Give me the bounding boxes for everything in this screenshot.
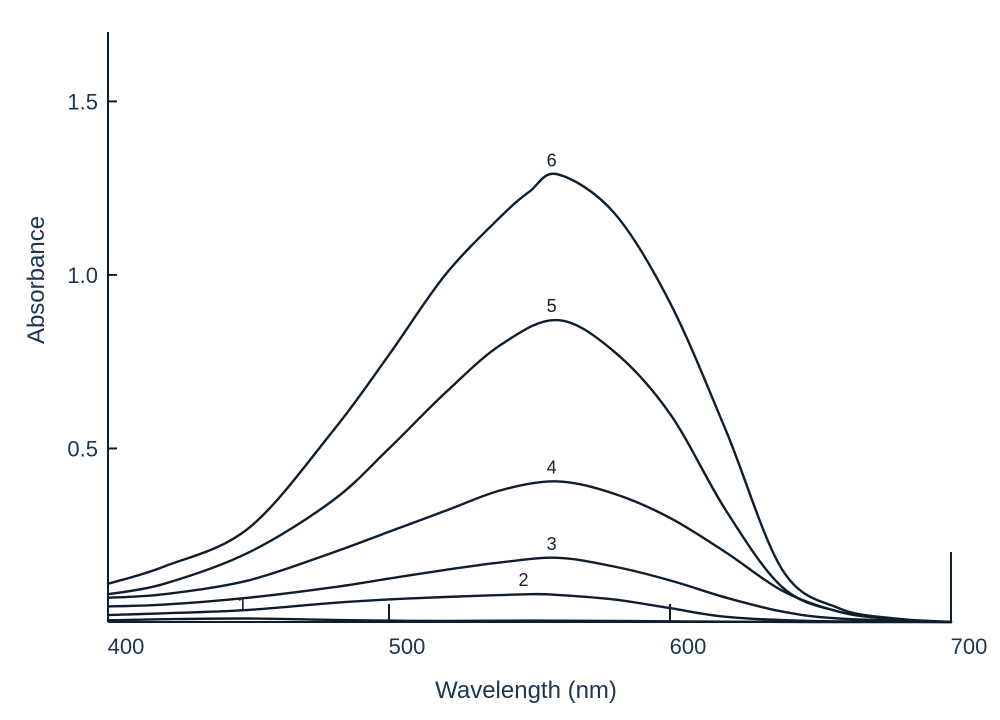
series-3-label: 3 <box>547 534 557 554</box>
series-curves <box>106 172 953 624</box>
y-tick-label: 1.5 <box>67 89 98 114</box>
x-axis-label: Wavelength (nm) <box>435 677 617 704</box>
y-axis-label: Absorbance <box>23 216 50 344</box>
series-1-label: 1 <box>237 595 247 615</box>
x-tick-label: 700 <box>951 634 988 659</box>
y-tick-label: 0.5 <box>67 436 98 461</box>
x-tick-label: 500 <box>389 634 426 659</box>
series-5-label: 5 <box>547 296 557 316</box>
y-ticks: 0.5 1.0 1.5 <box>67 89 117 461</box>
series-4-curve <box>106 480 953 624</box>
series-6-curve <box>106 172 953 624</box>
series-2-curve <box>106 592 953 624</box>
series-6-label: 6 <box>547 150 557 170</box>
series-5-curve <box>106 318 953 624</box>
series-2-label: 2 <box>518 570 528 590</box>
series-3-curve <box>106 556 953 624</box>
series-1-curve <box>106 617 953 624</box>
x-tick-label: 400 <box>108 634 145 659</box>
series-4-label: 4 <box>547 457 557 477</box>
y-tick-label: 1.0 <box>67 263 98 288</box>
x-tick-label: 600 <box>670 634 707 659</box>
